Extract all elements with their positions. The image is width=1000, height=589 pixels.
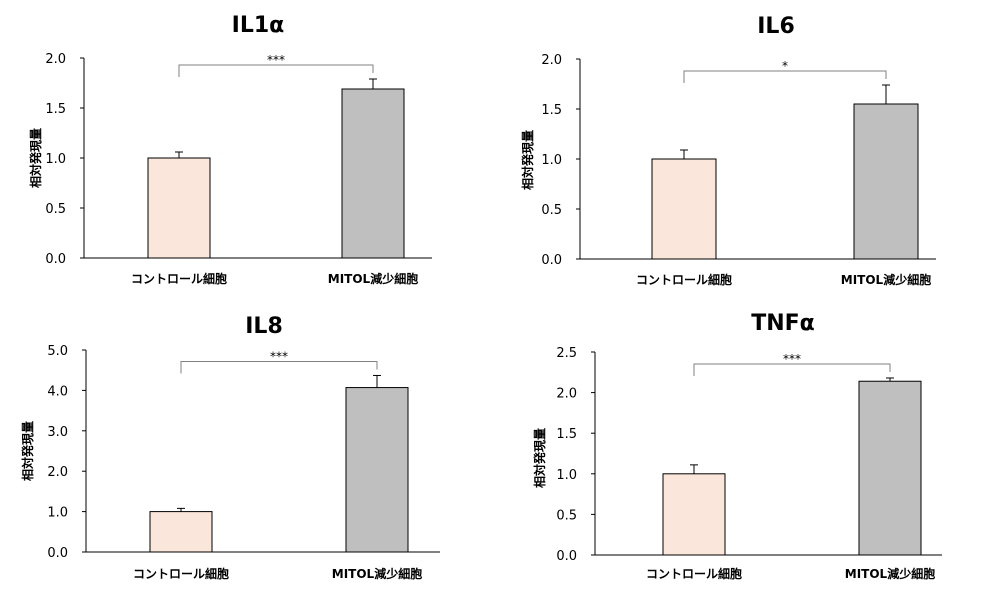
bar [651,158,717,260]
significance-bracket [178,64,374,77]
y-tick-label: 0.0 [47,546,68,561]
y-tick-label: 1.5 [541,103,562,118]
significance-bracket [180,360,378,374]
category-label: コントロール細胞 [133,566,229,581]
significance-bracket [683,70,887,83]
bar [147,157,211,259]
y-tick-label: 1.5 [45,102,66,117]
y-axis-label: 相対発現量 [28,128,43,188]
y-tick-label: 5.0 [47,344,68,359]
y-axis-label: 相対発現量 [532,428,547,488]
significance-label: *** [267,53,285,67]
category-label: コントロール細胞 [646,566,742,581]
category-label: コントロール細胞 [636,272,732,287]
y-tick-label: 2.0 [47,465,68,480]
significance-label: *** [270,349,288,363]
y-tick-label: 2.0 [541,53,562,68]
bar [149,511,213,553]
y-tick-label: 2.0 [45,52,66,67]
y-tick-label: 1.5 [556,427,577,442]
significance-bracket [693,363,891,376]
bar [662,473,726,556]
significance-label: * [782,59,788,73]
bar [345,387,409,553]
chart-title: IL8 [245,314,283,339]
y-axis-label: 相対発現量 [520,130,535,190]
y-tick-label: 0.5 [541,203,562,218]
category-label: コントロール細胞 [131,271,227,286]
y-tick-label: 0.0 [541,253,562,268]
category-label: MITOL減少細胞 [328,271,418,286]
y-tick-label: 2.5 [556,346,577,361]
bar [853,103,919,260]
y-tick-label: 3.0 [47,425,68,440]
y-tick-label: 1.0 [556,468,577,483]
category-label: MITOL減少細胞 [332,566,422,581]
y-tick-label: 0.0 [556,549,577,564]
y-tick-label: 0.5 [45,202,66,217]
category-label: MITOL減少細胞 [845,566,935,581]
bar [858,380,922,556]
y-tick-label: 0.0 [45,252,66,267]
category-label: MITOL減少細胞 [841,272,931,287]
chart-title: IL6 [757,14,795,39]
y-tick-label: 2.0 [556,387,577,402]
significance-label: *** [783,352,801,366]
y-axis-label: 相対発現量 [20,421,35,481]
y-tick-label: 0.5 [556,508,577,523]
y-tick-label: 1.0 [45,152,66,167]
chart-title: TNFα [751,311,815,336]
bar [341,88,405,259]
y-tick-label: 1.0 [541,153,562,168]
y-tick-label: 4.0 [47,384,68,399]
y-tick-label: 1.0 [47,506,68,521]
chart-title: IL1α [232,13,285,38]
